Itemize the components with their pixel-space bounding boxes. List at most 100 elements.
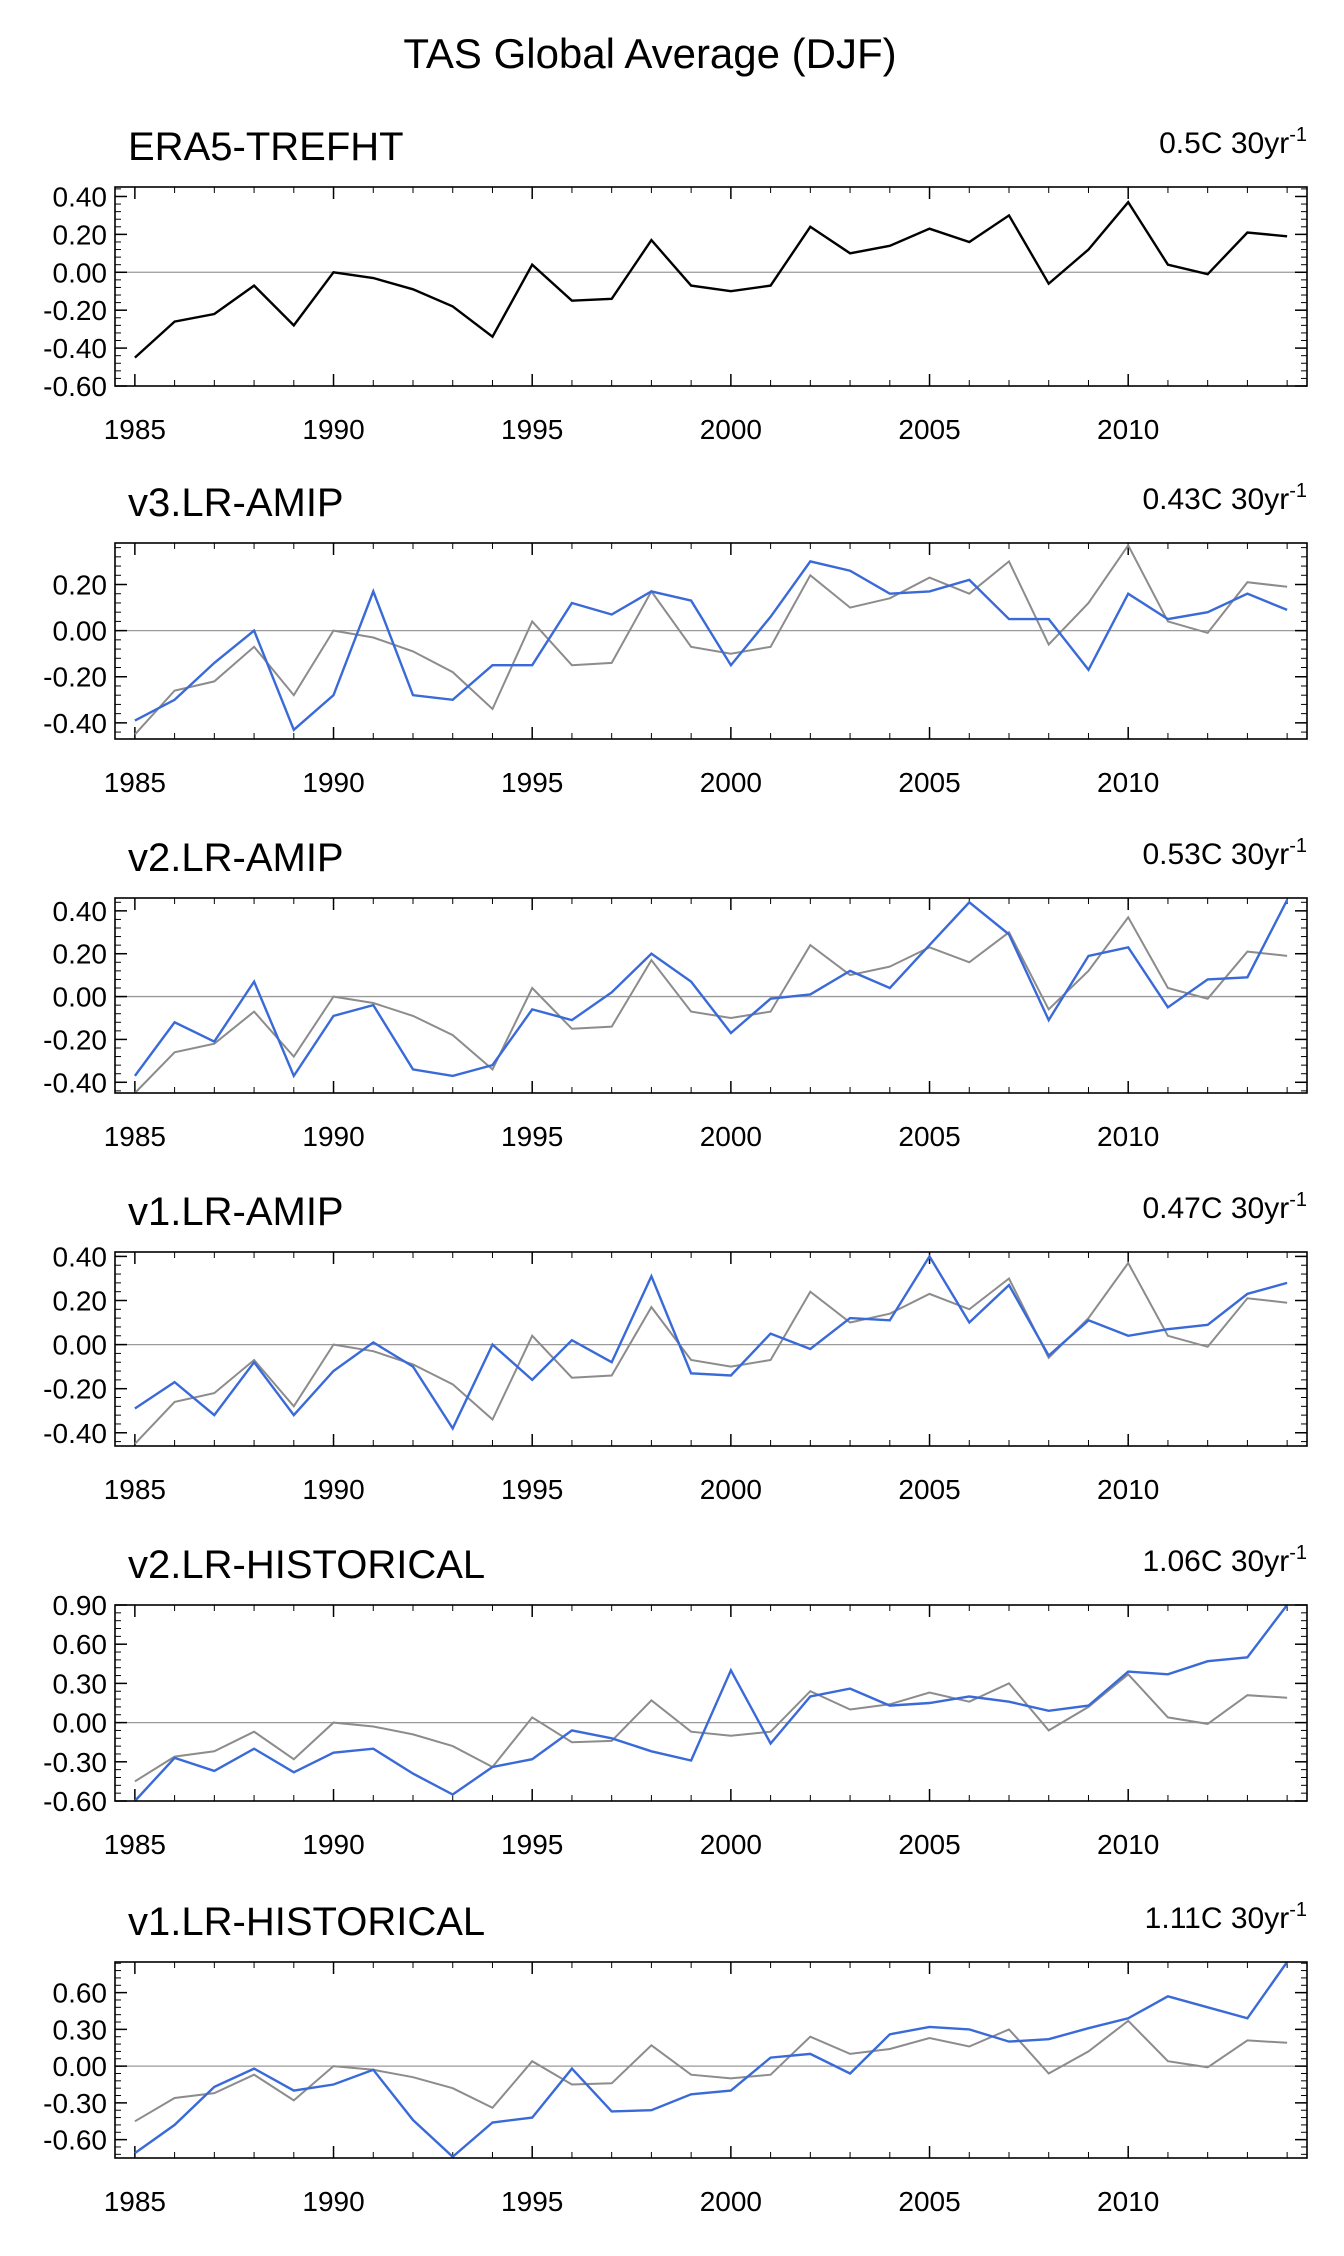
x-tick-label: 2005	[898, 1474, 960, 1505]
plot-frame	[114, 897, 1308, 1094]
trend-label: 0.53C 30yr-1	[1142, 835, 1307, 871]
y-tick-label: 0.00	[53, 1708, 108, 1739]
x-tick-label: 1985	[104, 2186, 166, 2217]
trend-value: 0.53C 30yr	[1142, 838, 1289, 871]
y-tick-label: 0.60	[53, 1629, 108, 1660]
x-tick-label: 2005	[898, 414, 960, 445]
trend-exponent: -1	[1289, 480, 1307, 502]
x-tick-label: 2010	[1097, 767, 1159, 798]
y-tick-label: -0.20	[43, 1374, 107, 1405]
trend-exponent: -1	[1289, 1189, 1307, 1211]
y-tick-label: -0.20	[43, 1024, 107, 1055]
x-tick-label: 1985	[104, 767, 166, 798]
x-tick-label: 1995	[501, 767, 563, 798]
panel-3: v2.LR-AMIP 0.53C 30yr-1 0.40 0.20 0.00 -0.20 -…	[43, 835, 1308, 1152]
series-line	[134, 1604, 1289, 1802]
x-tick-label: 1990	[302, 1829, 364, 1860]
x-tick-label: 2010	[1097, 1121, 1159, 1152]
y-tick-label: -0.60	[43, 2125, 107, 2156]
trend-exponent: -1	[1289, 1899, 1307, 1921]
y-tick-label: -0.40	[43, 708, 107, 739]
y-tick-label: 0.20	[53, 939, 108, 970]
trend-exponent: -1	[1289, 1542, 1307, 1564]
x-tick-label: 1995	[501, 1474, 563, 1505]
trend-value: 1.11C 30yr	[1145, 1902, 1290, 1935]
panel-title: v3.LR-AMIP	[128, 481, 344, 525]
trend-label: 0.5C 30yr-1	[1159, 124, 1307, 160]
y-tick-label: 0.40	[53, 181, 108, 212]
trend-exponent: -1	[1289, 124, 1307, 146]
x-tick-label: 1985	[104, 1474, 166, 1505]
series-line	[134, 1254, 1288, 1431]
y-tick-label: 0.40	[53, 1241, 108, 1272]
reference-series-line	[134, 2019, 1288, 2123]
y-tick-label: 0.30	[53, 1668, 108, 1699]
x-tick-label: 2005	[898, 1121, 960, 1152]
x-tick-label: 1985	[104, 414, 166, 445]
panel-4: v1.LR-AMIP 0.47C 30yr-1 0.40 0.20 0.00 -0.20 -…	[43, 1189, 1308, 1505]
y-tick-label: -0.20	[43, 662, 107, 693]
x-tick-label: 1990	[302, 2186, 364, 2217]
y-tick-label: 0.30	[53, 2014, 108, 2045]
y-tick-label: 0.20	[53, 1286, 108, 1317]
x-tick-label: 1985	[104, 1121, 166, 1152]
x-tick-label: 1990	[302, 414, 364, 445]
trend-value: 0.5C 30yr	[1159, 127, 1289, 160]
x-tick-label: 2010	[1097, 1474, 1159, 1505]
trend-exponent: -1	[1289, 835, 1307, 857]
x-tick-label: 2000	[700, 1829, 762, 1860]
trend-value: 0.43C 30yr	[1142, 483, 1289, 516]
x-tick-label: 2010	[1097, 1829, 1159, 1860]
plot-frame	[114, 542, 1308, 740]
plot-frame	[114, 1251, 1308, 1447]
y-tick-label: 0.60	[53, 1978, 108, 2009]
x-tick-label: 1995	[501, 2186, 563, 2217]
x-tick-label: 1995	[501, 1829, 563, 1860]
x-tick-label: 2010	[1097, 2186, 1159, 2217]
panel-title: ERA5-TREFHT	[128, 125, 404, 169]
y-tick-label: -0.40	[43, 333, 107, 364]
y-tick-label: -0.40	[43, 1067, 107, 1098]
y-tick-label: 0.20	[53, 219, 108, 250]
figure-title: TAS Global Average (DJF)	[403, 30, 896, 77]
y-tick-label: -0.40	[43, 1418, 107, 1449]
y-tick-label: 0.20	[53, 570, 108, 601]
y-tick-label: 0.90	[53, 1590, 108, 1621]
x-tick-label: 2005	[898, 767, 960, 798]
reference-series-line	[134, 543, 1288, 736]
y-tick-label: -0.60	[43, 371, 107, 402]
y-tick-label: 0.00	[53, 1330, 108, 1361]
x-tick-label: 2000	[700, 1121, 762, 1152]
y-tick-label: 0.40	[53, 896, 108, 927]
plot-frame	[114, 1961, 1308, 2159]
x-tick-label: 2005	[898, 2186, 960, 2217]
y-tick-label: 0.00	[53, 2051, 108, 2082]
x-tick-label: 2000	[700, 414, 762, 445]
x-tick-label: 2000	[700, 2186, 762, 2217]
x-tick-label: 1990	[302, 767, 364, 798]
trend-label: 1.11C 30yr-1	[1145, 1899, 1307, 1935]
panel-title: v2.LR-AMIP	[128, 836, 344, 880]
panel-5: v2.LR-HISTORICAL 1.06C 30yr-1 0.90 0.60 0.30…	[43, 1542, 1308, 1860]
y-tick-label: 0.00	[53, 616, 108, 647]
y-tick-label: 0.00	[53, 257, 108, 288]
trend-label: 0.43C 30yr-1	[1142, 480, 1307, 516]
x-tick-label: 2000	[700, 767, 762, 798]
series-line	[134, 560, 1288, 732]
series-line	[133, 899, 1289, 1079]
panel-1: ERA5-TREFHT 0.5C 30yr-1 0.40 0.20 0.00 -0.20 -…	[43, 124, 1308, 445]
x-tick-label: 1995	[501, 1121, 563, 1152]
x-tick-label: 1990	[302, 1474, 364, 1505]
panels-group: ERA5-TREFHT 0.5C 30yr-10.400.200.00-0.20-…	[43, 124, 1308, 2217]
x-tick-label: 1995	[501, 414, 563, 445]
y-tick-label: 0.00	[53, 982, 108, 1013]
trend-value: 1.06C 30yr	[1142, 1545, 1289, 1578]
plot-frame	[114, 1604, 1308, 1802]
trend-label: 1.06C 30yr-1	[1142, 1542, 1307, 1578]
series-line	[134, 200, 1288, 359]
x-tick-label: 2010	[1097, 414, 1159, 445]
y-tick-label: -0.30	[43, 2088, 107, 2119]
panel-2: v3.LR-AMIP 0.43C 30yr-1 0.20 0.00 -0.20 -0.40…	[43, 480, 1308, 798]
trend-value: 0.47C 30yr	[1142, 1192, 1289, 1225]
